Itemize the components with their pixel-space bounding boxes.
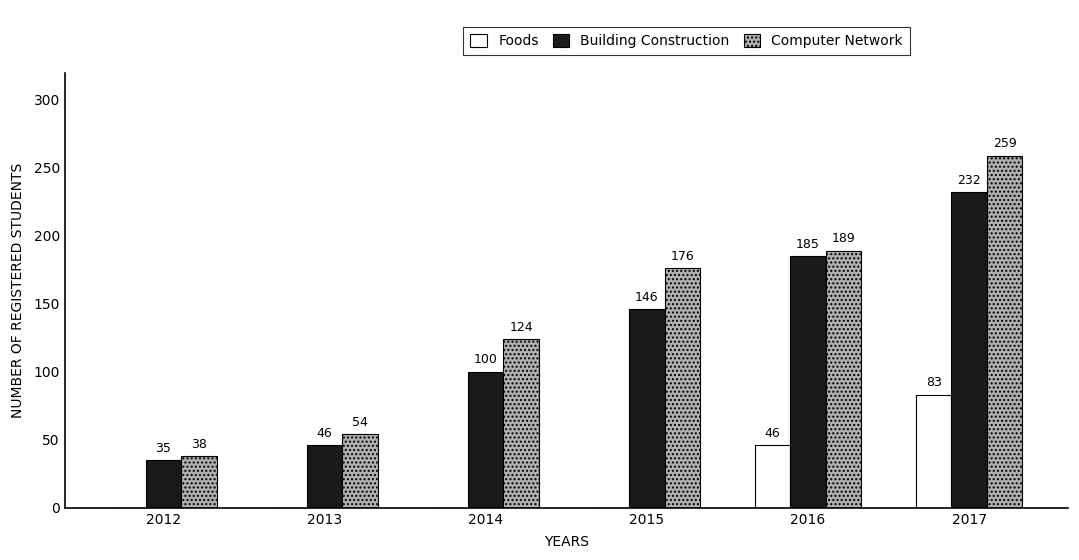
Bar [987,156,1022,508]
Text: 83: 83 [926,376,942,389]
Bar [629,309,665,508]
Text: 189: 189 [832,232,856,245]
Text: 176: 176 [670,250,694,263]
Text: 46: 46 [765,427,780,440]
Text: 124: 124 [509,321,533,334]
Bar [342,435,378,508]
Y-axis label: NUMBER OF REGISTERED STUDENTS: NUMBER OF REGISTERED STUDENTS [11,162,25,418]
Bar [825,251,861,508]
Bar [755,445,790,508]
Bar [665,268,700,508]
Text: 100: 100 [474,353,497,366]
Text: 54: 54 [352,416,368,429]
X-axis label: YEARS: YEARS [544,535,589,549]
Text: 232: 232 [957,174,981,187]
Bar [916,395,952,508]
Bar [504,339,538,508]
Bar [306,445,342,508]
Text: 38: 38 [191,437,207,451]
Text: 35: 35 [155,442,172,455]
Bar [146,460,181,508]
Text: 146: 146 [636,291,658,304]
Legend: Foods, Building Construction, Computer Network: Foods, Building Construction, Computer N… [464,27,910,55]
Bar [181,456,217,508]
Text: 46: 46 [317,427,332,440]
Text: 259: 259 [993,137,1016,150]
Bar [790,256,825,508]
Text: 185: 185 [796,238,820,251]
Bar [468,372,504,508]
Bar [952,192,987,508]
